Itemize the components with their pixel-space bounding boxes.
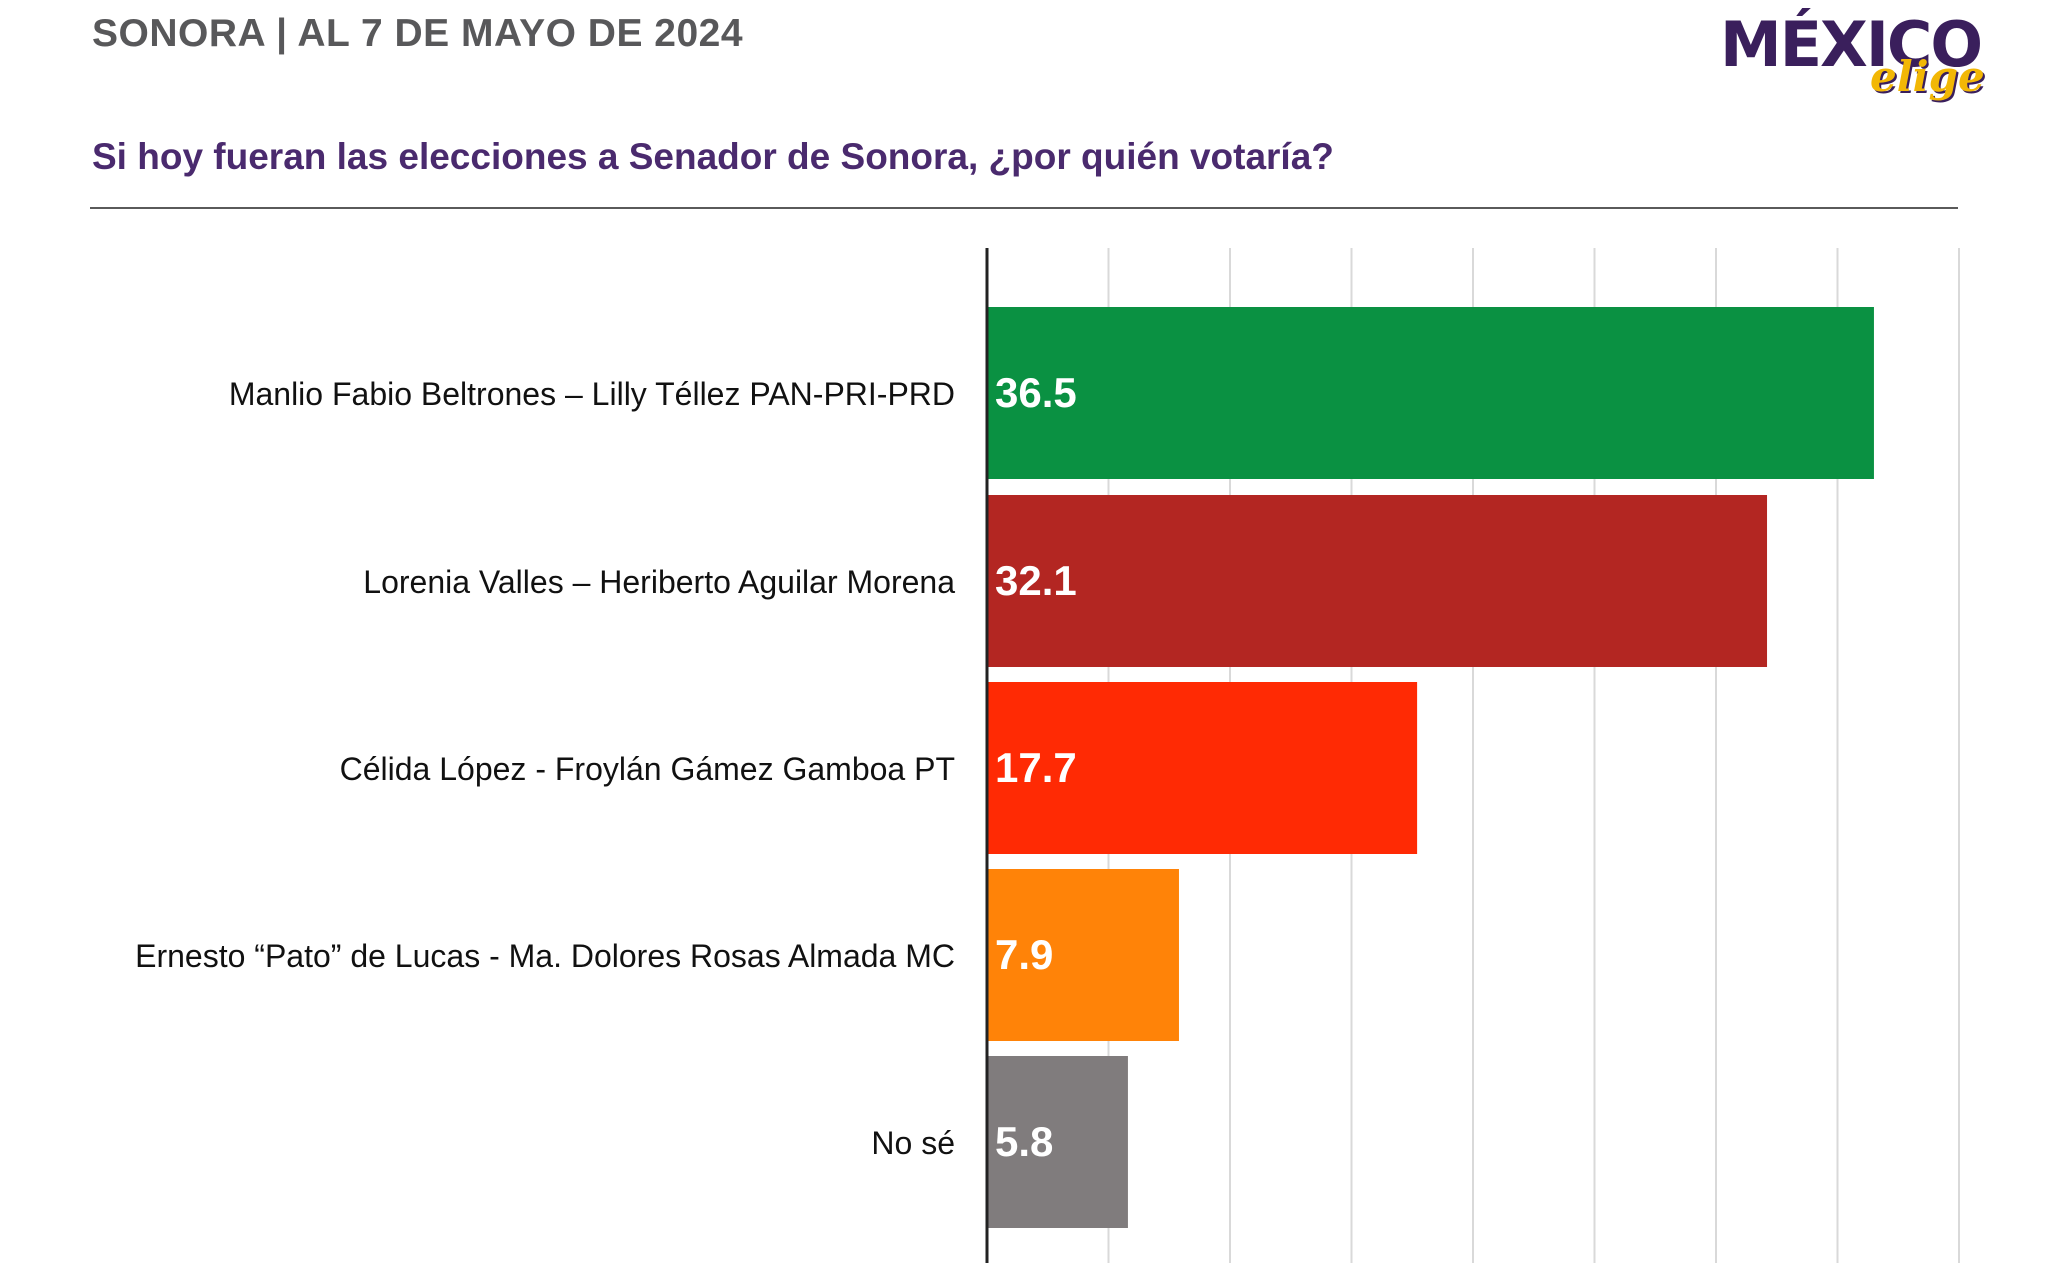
logo-tag: elige	[1870, 52, 1985, 101]
category-label: Lorenia Valles – Heriberto Aguilar Moren…	[363, 564, 955, 600]
bar	[987, 307, 1874, 479]
logo-word: MÉXICO	[1720, 8, 1983, 81]
bar	[987, 869, 1179, 1041]
category-label: Ernesto “Pato” de Lucas - Ma. Dolores Ro…	[135, 938, 955, 974]
header-subtitle: SONORA | AL 7 DE MAYO DE 2024	[92, 12, 744, 55]
category-label: No sé	[871, 1125, 955, 1161]
bar-value-label: 17.7	[995, 744, 1077, 791]
bar-value-label: 36.5	[995, 369, 1077, 416]
bar	[987, 495, 1768, 667]
bar-value-label: 5.8	[995, 1118, 1053, 1165]
chart-question: Si hoy fueran las elecciones a Senador d…	[92, 136, 1334, 177]
category-label: Célida López - Froylán Gámez Gamboa PT	[340, 751, 955, 787]
bar-value-label: 7.9	[995, 931, 1053, 978]
bar-value-label: 32.1	[995, 557, 1077, 604]
bar	[987, 682, 1418, 854]
category-label: Manlio Fabio Beltrones – Lilly Téllez PA…	[229, 376, 955, 412]
mexico-elige-logo: MÉXICO elige	[1720, 8, 1985, 101]
bar	[987, 1056, 1128, 1228]
header-divider	[90, 207, 1958, 209]
